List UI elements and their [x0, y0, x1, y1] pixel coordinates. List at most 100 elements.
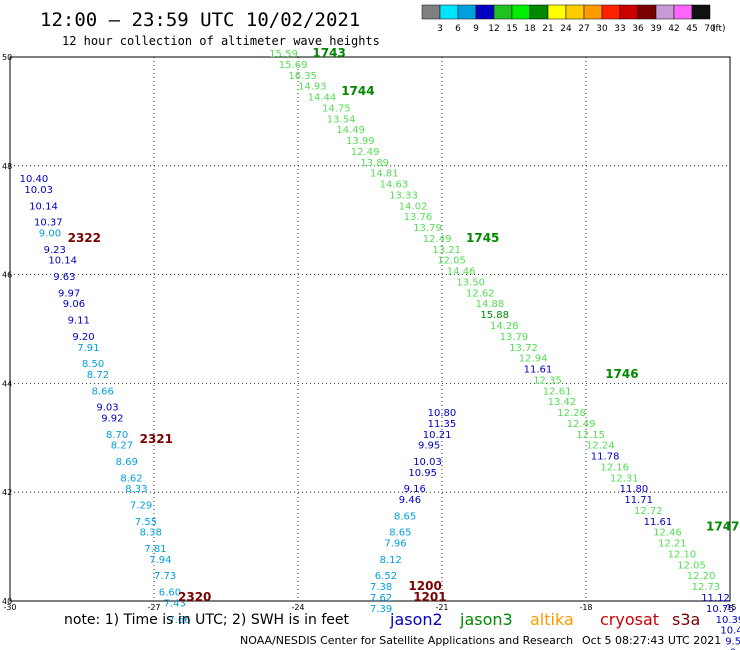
colorbar-label: 12	[488, 24, 499, 34]
swh-value: 10.14	[29, 201, 58, 212]
colorbar-label: 24	[560, 24, 572, 34]
swh-value: 13.99	[346, 136, 375, 147]
lat-tick-label: 44	[2, 379, 12, 388]
swh-value: 12.49	[351, 147, 380, 158]
lon-tick-label: -24	[291, 603, 304, 612]
swh-value: 9.23	[44, 245, 66, 256]
swh-value: 14.46	[447, 267, 476, 278]
pass-time-label: 2320	[178, 590, 211, 604]
swh-value: 14.49	[336, 125, 365, 136]
swh-value: 9.55	[725, 637, 740, 648]
colorbar-label: 15	[506, 24, 517, 34]
swh-value: 9.00	[39, 229, 61, 240]
swh-value: 9.97	[58, 288, 80, 299]
swh-value: 12.16	[600, 462, 629, 473]
colorbar-swatch	[475, 4, 495, 20]
swh-value: 13.33	[389, 190, 418, 201]
colorbar-swatch	[637, 4, 657, 20]
colorbar-swatch	[529, 4, 549, 20]
swh-value: 13.72	[509, 343, 538, 354]
swh-value: 14.02	[399, 201, 428, 212]
swh-value: 12.73	[692, 582, 721, 593]
swh-value: 12.49	[423, 234, 452, 245]
swh-value: 15.69	[279, 60, 308, 71]
swh-value: 12.31	[610, 473, 639, 484]
swh-value: 10.80	[428, 408, 457, 419]
swh-value: 8.70	[106, 430, 128, 441]
lat-tick-label: 46	[2, 271, 12, 280]
swh-value: 8.66	[92, 386, 114, 397]
swh-value: 10.03	[24, 185, 53, 196]
swh-value: 11.61	[644, 517, 673, 528]
swh-value: 12.28	[557, 408, 586, 419]
swh-value: 12.24	[586, 441, 615, 452]
swh-value: 9.11	[68, 316, 90, 327]
swh-value: 10.48	[720, 626, 740, 637]
swh-value: 13.76	[404, 212, 433, 223]
swh-value: 14.28	[490, 321, 519, 332]
swh-value: 14.75	[322, 103, 351, 114]
swh-value: 10.40	[20, 174, 49, 185]
lon-tick-label: -21	[435, 603, 448, 612]
swh-value: 10.14	[48, 256, 77, 267]
pass-time-label: 1201	[413, 590, 446, 604]
pass-time-label: 1745	[466, 231, 499, 245]
pass-time-label: 1743	[312, 46, 345, 60]
swh-value: 8.62	[120, 473, 142, 484]
lon-tick-label: -15	[723, 603, 736, 612]
swh-value: 7.73	[154, 571, 176, 582]
legend-s3a: s3a	[672, 610, 700, 629]
legend-cryosat: cryosat	[600, 610, 659, 629]
swh-value: 14.88	[476, 299, 505, 310]
legend-altika: altika	[530, 610, 574, 629]
colorbar-swatch	[565, 4, 585, 20]
swh-value: 12.62	[466, 288, 495, 299]
swh-value: 8.69	[116, 457, 138, 468]
colorbar-label: 42	[668, 24, 679, 34]
swh-value: 13.42	[548, 397, 577, 408]
lat-tick-label: 48	[2, 162, 12, 171]
lat-tick-label: 50	[2, 53, 12, 62]
pass-time-label: 2322	[68, 231, 101, 245]
swh-value: 12.35	[533, 375, 562, 386]
page-subtitle: 12 hour collection of altimeter wave hei…	[62, 34, 380, 48]
swh-value: 8.33	[125, 484, 147, 495]
swh-value: 8.65	[394, 511, 416, 522]
swh-value: 10.75	[706, 604, 735, 615]
swh-value: 11.12	[701, 593, 730, 604]
swh-value: 8.38	[140, 528, 162, 539]
swh-value: 9.20	[72, 332, 94, 343]
swh-value: 8.50	[82, 359, 104, 370]
lat-tick-label: 40	[2, 597, 12, 606]
swh-value: 12.05	[677, 560, 706, 571]
colorbar-label: 30	[596, 24, 608, 34]
swh-value: 7.66	[168, 615, 190, 626]
lat-tick-label: 42	[2, 488, 12, 497]
colorbar-label: (ft)	[712, 24, 726, 34]
colorbar-label: 33	[614, 24, 625, 34]
legend-jason3: jason3	[459, 610, 513, 629]
colorbar-swatch	[511, 4, 531, 20]
colorbar-label: 39	[650, 24, 662, 34]
longitude-tick-labels: -30 -27 -24 -21 -18 -15	[3, 603, 736, 612]
swh-value: 13.79	[413, 223, 442, 234]
colorbar-label: 45	[686, 24, 697, 34]
swh-value: 7.91	[77, 343, 99, 354]
credit-line: NOAA/NESDIS Center for Satellite Applica…	[240, 634, 573, 647]
swh-value: 10.39	[716, 615, 740, 626]
swh-value: 12.94	[519, 354, 548, 365]
swh-value: 12.49	[567, 419, 596, 430]
swh-value: 14.63	[380, 180, 409, 191]
swh-value: 8.72	[87, 370, 109, 381]
swh-value: 7.39	[370, 604, 392, 615]
colorbar-swatch	[457, 4, 477, 20]
swh-value: 10.03	[413, 457, 442, 468]
swh-value: 7.38	[370, 582, 392, 593]
swh-value: 10.95	[408, 468, 437, 479]
pass-time-label: 1200	[408, 579, 441, 593]
swh-value: 13.54	[327, 114, 356, 125]
colorbar-label: 6	[455, 24, 461, 34]
swh-value: 15.59	[269, 49, 298, 60]
